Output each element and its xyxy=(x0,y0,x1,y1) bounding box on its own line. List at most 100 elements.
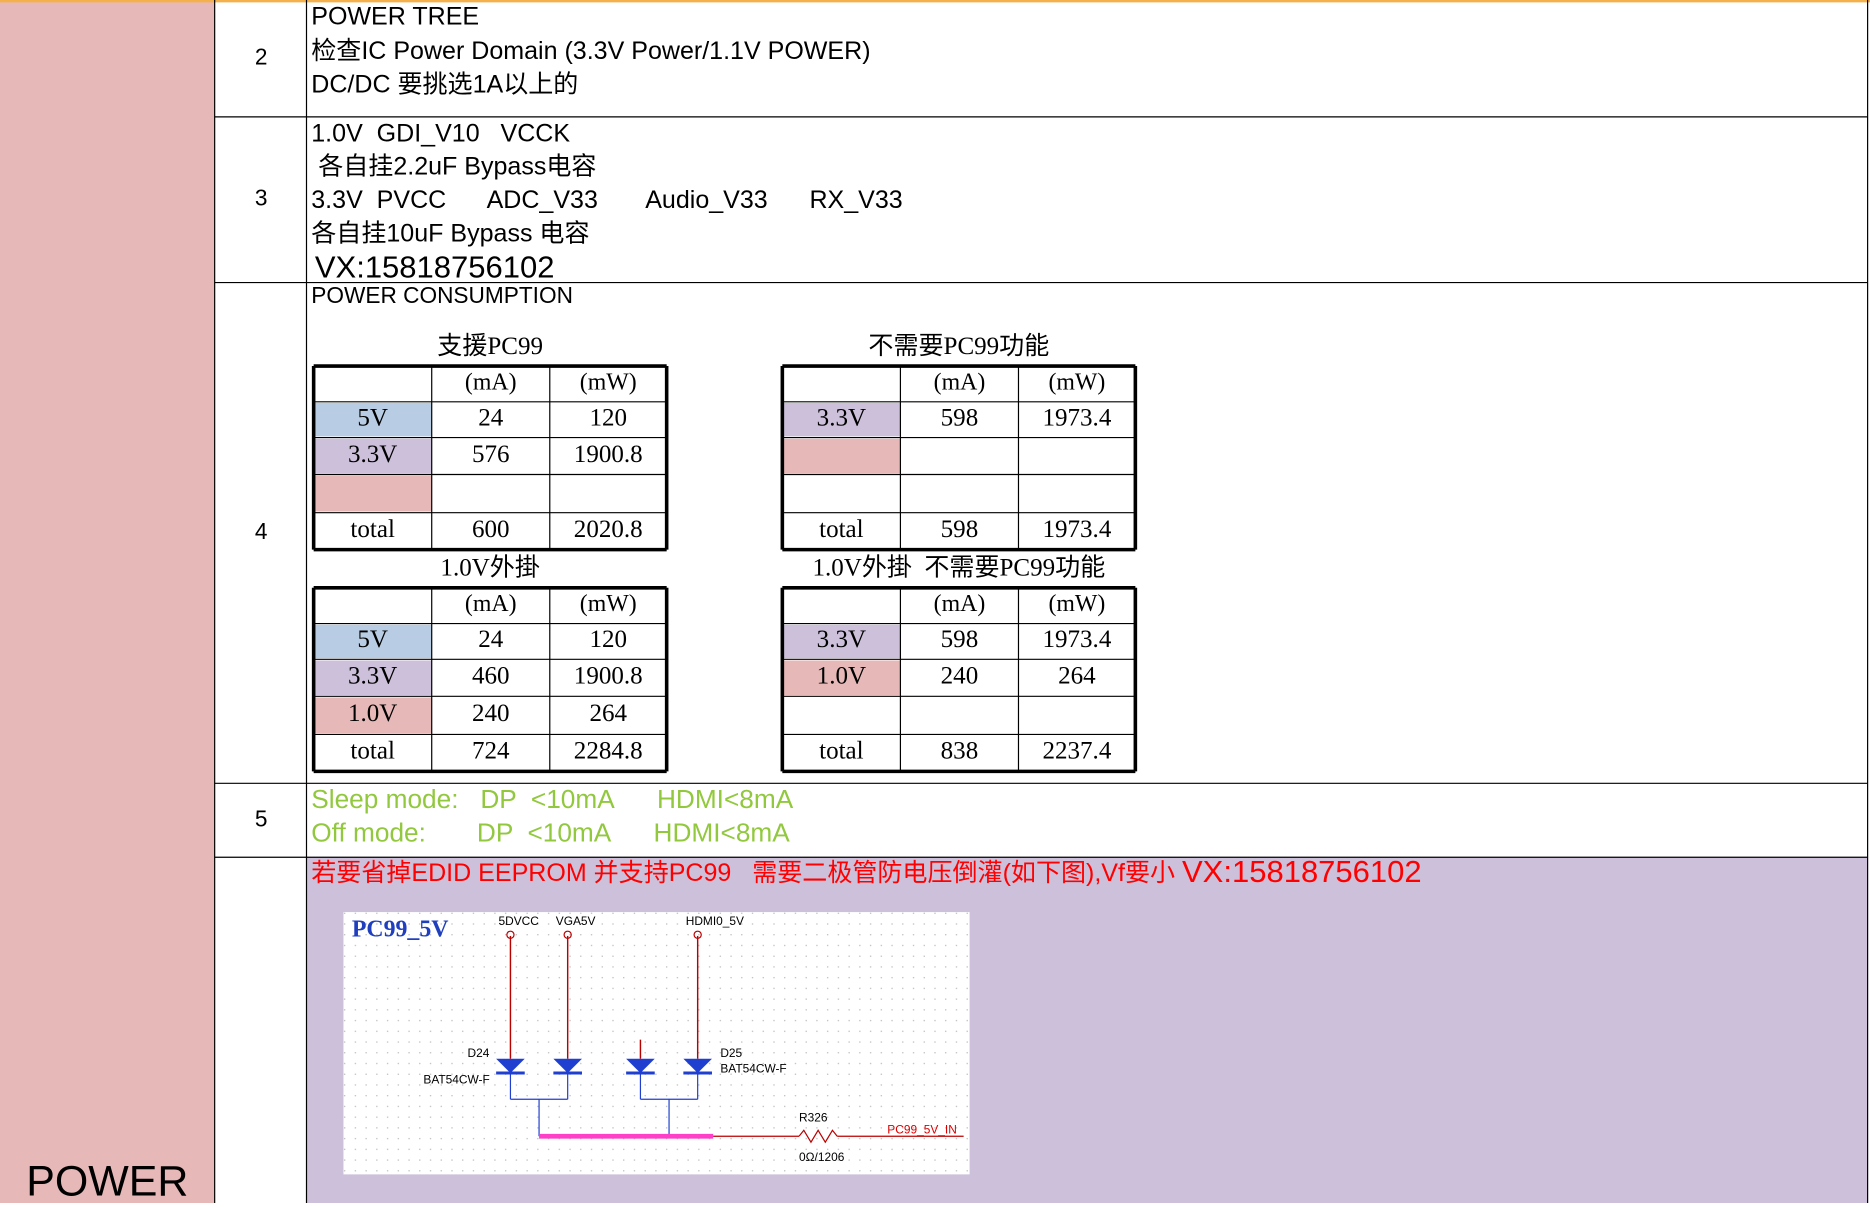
label-fill xyxy=(314,438,432,474)
part-label: D24 xyxy=(468,1046,490,1060)
mode-text: Sleep mode: DP <10mA HDMI<8mA xyxy=(311,784,793,814)
table-header: (mW) xyxy=(1048,369,1105,395)
pin xyxy=(693,930,702,939)
table-header: (mA) xyxy=(465,591,517,617)
cell-text: 各自挂2.2uF Bypass电容 xyxy=(311,153,596,181)
label-fill xyxy=(314,402,432,437)
row-label: 1.0V xyxy=(817,663,866,690)
part-label: BAT54CW-F xyxy=(423,1072,489,1086)
table-value: 240 xyxy=(941,663,979,690)
row-number: 2 xyxy=(255,43,268,69)
row-label: total xyxy=(819,738,864,765)
table-value: 838 xyxy=(941,738,979,765)
table-value: 598 xyxy=(941,516,979,543)
table-title: 支援PC99 xyxy=(437,332,543,360)
diode xyxy=(496,1058,525,1074)
table-value: 2284.8 xyxy=(574,738,643,765)
cell-text: 3.3V PVCC ADC_V33 Audio_V33 RX_V33 xyxy=(311,186,902,214)
net-label: 5DVCC xyxy=(499,914,540,928)
row-label: 3.3V xyxy=(348,441,397,468)
table-value: 264 xyxy=(589,700,627,727)
row-label: total xyxy=(819,516,864,543)
contact: VX:15818756102 xyxy=(1182,854,1422,889)
diode xyxy=(683,1058,712,1074)
table-value: 240 xyxy=(472,700,510,727)
table-value: 598 xyxy=(941,404,979,431)
row-label: 5V xyxy=(357,626,388,653)
label-fill xyxy=(783,438,901,474)
cell-text: 1.0V GDI_V10 VCCK xyxy=(311,119,570,147)
table-value: 724 xyxy=(472,738,510,765)
label-fill xyxy=(314,660,432,696)
part-label: R326 xyxy=(799,1111,828,1125)
net-label: HDMI0_5V xyxy=(686,914,744,928)
table-title: 不需要PC99功能 xyxy=(868,332,1049,360)
table-title: 1.0V外掛 不需要PC99功能 xyxy=(812,554,1105,582)
row-label: 3.3V xyxy=(348,663,397,690)
row-label: total xyxy=(350,738,395,765)
pin xyxy=(506,930,515,939)
label-fill xyxy=(314,697,432,734)
schematic-title: PC99_5V xyxy=(352,917,449,943)
table-value: 2237.4 xyxy=(1042,738,1111,765)
table-value: 1973.4 xyxy=(1042,626,1111,653)
row-label: 3.3V xyxy=(817,404,866,431)
table-header: (mA) xyxy=(934,591,986,617)
table-value: 24 xyxy=(478,404,504,431)
cell-text: 各自挂10uF Bypass 电容 xyxy=(311,219,589,247)
label-fill xyxy=(783,402,901,437)
schematic-grid xyxy=(343,912,970,1175)
row-number: 3 xyxy=(255,185,268,211)
table-value: 1900.8 xyxy=(574,663,643,690)
cell-text: DC/DC 要挑选1A以上的 xyxy=(311,70,578,98)
cell-text: POWER TREE xyxy=(311,2,479,30)
label-fill xyxy=(314,624,432,659)
table-value: 1973.4 xyxy=(1042,516,1111,543)
row-label: 5V xyxy=(357,404,388,431)
contact: VX:15818756102 xyxy=(315,250,555,285)
diode xyxy=(626,1058,655,1074)
row-label: total xyxy=(350,516,395,543)
category: POWER xyxy=(26,1157,188,1203)
resistor xyxy=(798,1129,838,1144)
note: 若要省掉EDID EEPROM 并支持PC99 需要二极管防电压倒灌(如下图),… xyxy=(311,854,1421,889)
note-text: 若要省掉EDID EEPROM 并支持PC99 需要二极管防电压倒灌(如下图),… xyxy=(311,859,1182,887)
net-label: PC99_5V_IN xyxy=(887,1122,957,1136)
table-header: (mA) xyxy=(934,369,986,395)
cell-text: 检查IC Power Domain (3.3V Power/1.1V POWER… xyxy=(311,37,870,65)
table-value: 120 xyxy=(589,404,627,431)
table-value: 460 xyxy=(472,663,510,690)
table-value: 1973.4 xyxy=(1042,404,1111,431)
table-value: 120 xyxy=(589,626,627,653)
row-number: 4 xyxy=(255,518,268,544)
table-value: 2020.8 xyxy=(574,516,643,543)
label-fill xyxy=(783,624,901,659)
label-fill xyxy=(783,660,901,696)
table-value: 576 xyxy=(472,441,510,468)
table-value: 24 xyxy=(478,626,504,653)
row-label: 1.0V xyxy=(348,700,397,727)
table-value: 598 xyxy=(941,626,979,653)
row-label: 3.3V xyxy=(817,626,866,653)
part-label: D25 xyxy=(720,1046,742,1060)
pin xyxy=(563,930,572,939)
mode-text: Off mode: DP <10mA HDMI<8mA xyxy=(311,818,790,848)
label-fill xyxy=(314,475,432,512)
table-header: (mW) xyxy=(1048,591,1105,617)
part-label: BAT54CW-F xyxy=(720,1062,786,1076)
row-number: 5 xyxy=(255,805,268,831)
table-value: 264 xyxy=(1058,663,1096,690)
table-value: 600 xyxy=(472,516,510,543)
cell-text: POWER CONSUMPTION xyxy=(311,282,573,308)
table-header: (mA) xyxy=(465,369,517,395)
table-header: (mW) xyxy=(580,591,637,617)
table-header: (mW) xyxy=(580,369,637,395)
diode xyxy=(553,1058,582,1074)
category-cell xyxy=(0,0,215,1203)
table-title: 1.0V外掛 xyxy=(440,554,539,582)
net-label: VGA5V xyxy=(556,914,596,928)
table-value: 1900.8 xyxy=(574,441,643,468)
part-label: 0Ω/1206 xyxy=(799,1150,845,1164)
